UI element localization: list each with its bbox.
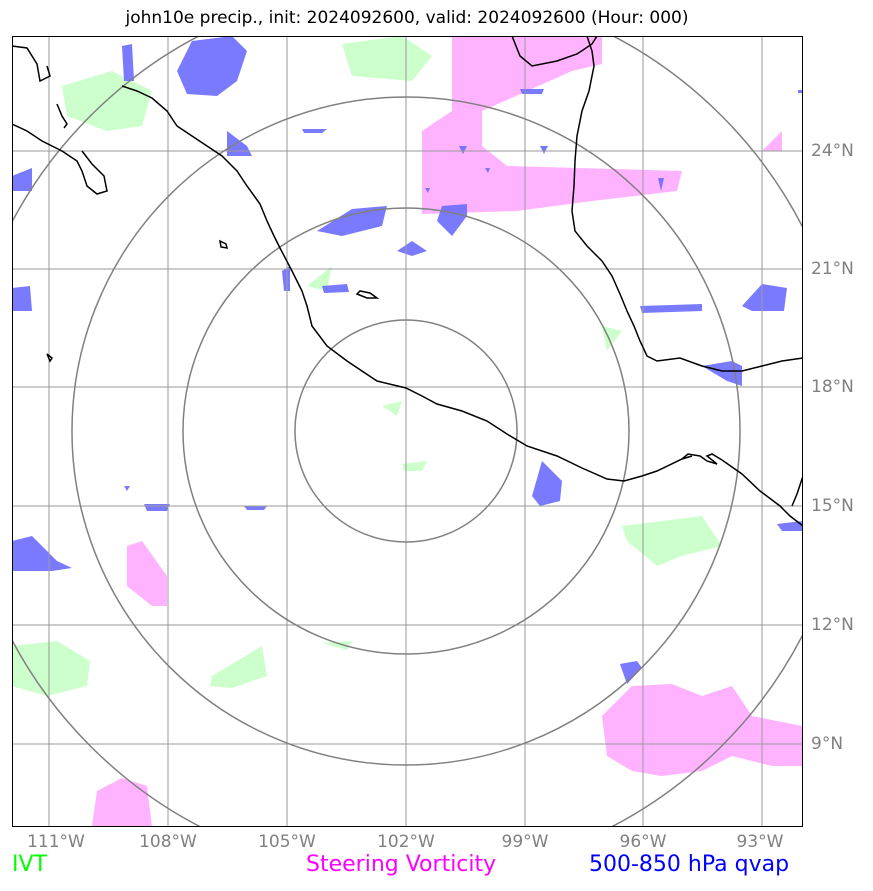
qvap-regions — [12, 36, 803, 684]
longitude-label-99w: 99°W — [501, 832, 549, 852]
ivt-regions — [12, 36, 722, 696]
range-rings — [12, 36, 803, 827]
latitude-label-15n: 15°N — [811, 496, 854, 516]
graticule — [12, 36, 803, 827]
legend-ivt: IVT — [12, 852, 47, 877]
latitude-label-21n: 21°N — [811, 259, 854, 279]
longitude-label-96w: 96°W — [619, 832, 667, 852]
legend-steering-vorticity: Steering Vorticity — [306, 852, 497, 877]
latitude-label-18n: 18°N — [811, 377, 854, 397]
latitude-label-12n: 12°N — [811, 615, 854, 635]
coastlines — [12, 36, 803, 527]
longitude-label-108w: 108°W — [139, 832, 197, 852]
longitude-label-102w: 102°W — [377, 832, 435, 852]
map-panel — [12, 36, 803, 827]
map-canvas — [12, 36, 803, 827]
latitude-label-24n: 24°N — [811, 141, 854, 161]
map-title: john10e precip., init: 2024092600, valid… — [125, 8, 689, 28]
legend-qvap: 500-850 hPa qvap — [589, 852, 790, 877]
longitude-label-105w: 105°W — [258, 832, 316, 852]
longitude-label-111w: 111°W — [27, 832, 85, 852]
longitude-label-93w: 93°W — [736, 832, 784, 852]
latitude-label-9n: 9°N — [811, 734, 844, 754]
